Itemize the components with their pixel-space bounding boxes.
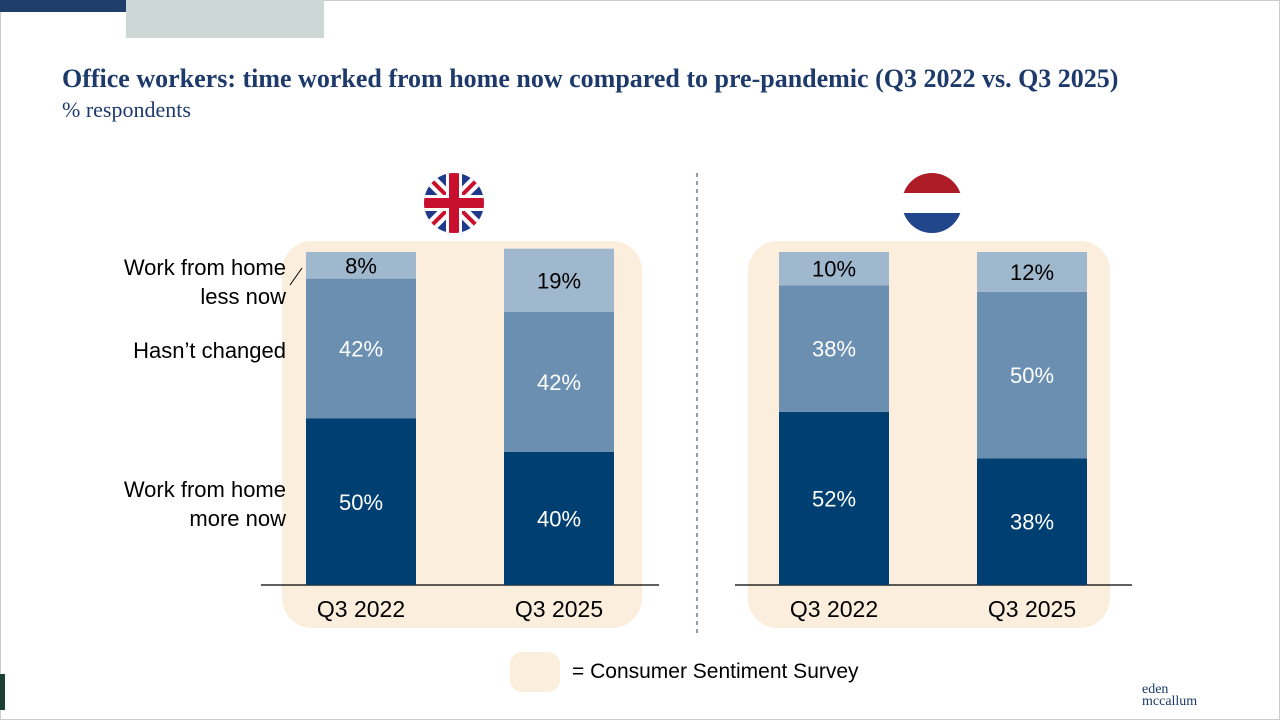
label-less-line2: less now bbox=[200, 284, 286, 309]
nl-bar-0-segment-1 bbox=[779, 285, 889, 412]
label-less-line1: Work from home bbox=[123, 255, 286, 280]
uk-bar-0-segment-0 bbox=[306, 418, 416, 585]
uk-bar-1-segment-0 bbox=[504, 451, 614, 585]
netherlands-flag bbox=[902, 173, 962, 233]
nl-x-tick-label-0: Q3 2022 bbox=[790, 596, 878, 622]
nl-x-tick-label-1: Q3 2025 bbox=[988, 596, 1076, 622]
uk-bar-1-value-label-0: 40% bbox=[537, 506, 581, 531]
nl-bar-0-value-label-0: 52% bbox=[812, 486, 856, 511]
nl-bar-0-value-label-1: 38% bbox=[812, 337, 856, 362]
nl-bar-0-segment-2 bbox=[779, 252, 889, 286]
nl-bar-0-value-label-2: 10% bbox=[812, 257, 856, 282]
company-logo: eden mccallum bbox=[1142, 682, 1198, 709]
label-work-from-home-less: Work from home less now bbox=[80, 253, 286, 311]
uk-bar-1-segment-1 bbox=[504, 311, 614, 452]
uk-bar-0-value-label-2: 8% bbox=[345, 253, 377, 278]
nl-bar-1-value-label-2: 12% bbox=[1010, 260, 1054, 285]
logo-line1: eden bbox=[1142, 682, 1169, 697]
uk-bar-0-segment-2 bbox=[306, 252, 416, 279]
label-work-from-home-more: Work from home more now bbox=[80, 475, 286, 533]
less-now-leader-line bbox=[289, 267, 303, 286]
left-edge-accent bbox=[0, 674, 5, 710]
uk-bar-1-segment-2 bbox=[504, 248, 614, 312]
logo-line2: mccallum bbox=[1142, 694, 1198, 709]
uk-bar-0-segment-1 bbox=[306, 278, 416, 419]
label-hasnt-changed: Hasn’t changed bbox=[133, 338, 286, 363]
label-more-line2: more now bbox=[189, 506, 286, 531]
nl-bar-0-segment-0 bbox=[779, 411, 889, 585]
chart-subtitle: % respondents bbox=[62, 97, 191, 122]
uk-bar-0-value-label-1: 42% bbox=[339, 337, 383, 362]
chart-title: Office workers: time worked from home no… bbox=[62, 64, 1119, 93]
nl-bar-1-value-label-0: 38% bbox=[1010, 510, 1054, 535]
uk-x-tick-label-0: Q3 2022 bbox=[317, 596, 405, 622]
uk-bar-0-value-label-0: 50% bbox=[339, 490, 383, 515]
uk-bar-1-value-label-2: 19% bbox=[537, 268, 581, 293]
legend-swatch bbox=[510, 652, 560, 692]
nl-bar-1-value-label-1: 50% bbox=[1010, 363, 1054, 388]
label-more-line1: Work from home bbox=[123, 477, 286, 502]
nl-bar-1-segment-2 bbox=[977, 252, 1087, 292]
nl-bar-1-segment-1 bbox=[977, 291, 1087, 459]
stacked-bars: 50% 42% 8% Q3 2022 40% 42% 19% Q3 2025 52% 38% 10%… bbox=[306, 248, 1087, 622]
legend-label: = Consumer Sentiment Survey bbox=[572, 660, 859, 683]
uk-flag bbox=[424, 173, 484, 233]
header-accent-block bbox=[126, 0, 324, 38]
uk-x-tick-label-1: Q3 2025 bbox=[515, 596, 603, 622]
nl-bar-1-segment-0 bbox=[977, 458, 1087, 585]
uk-bar-1-value-label-1: 42% bbox=[537, 370, 581, 395]
